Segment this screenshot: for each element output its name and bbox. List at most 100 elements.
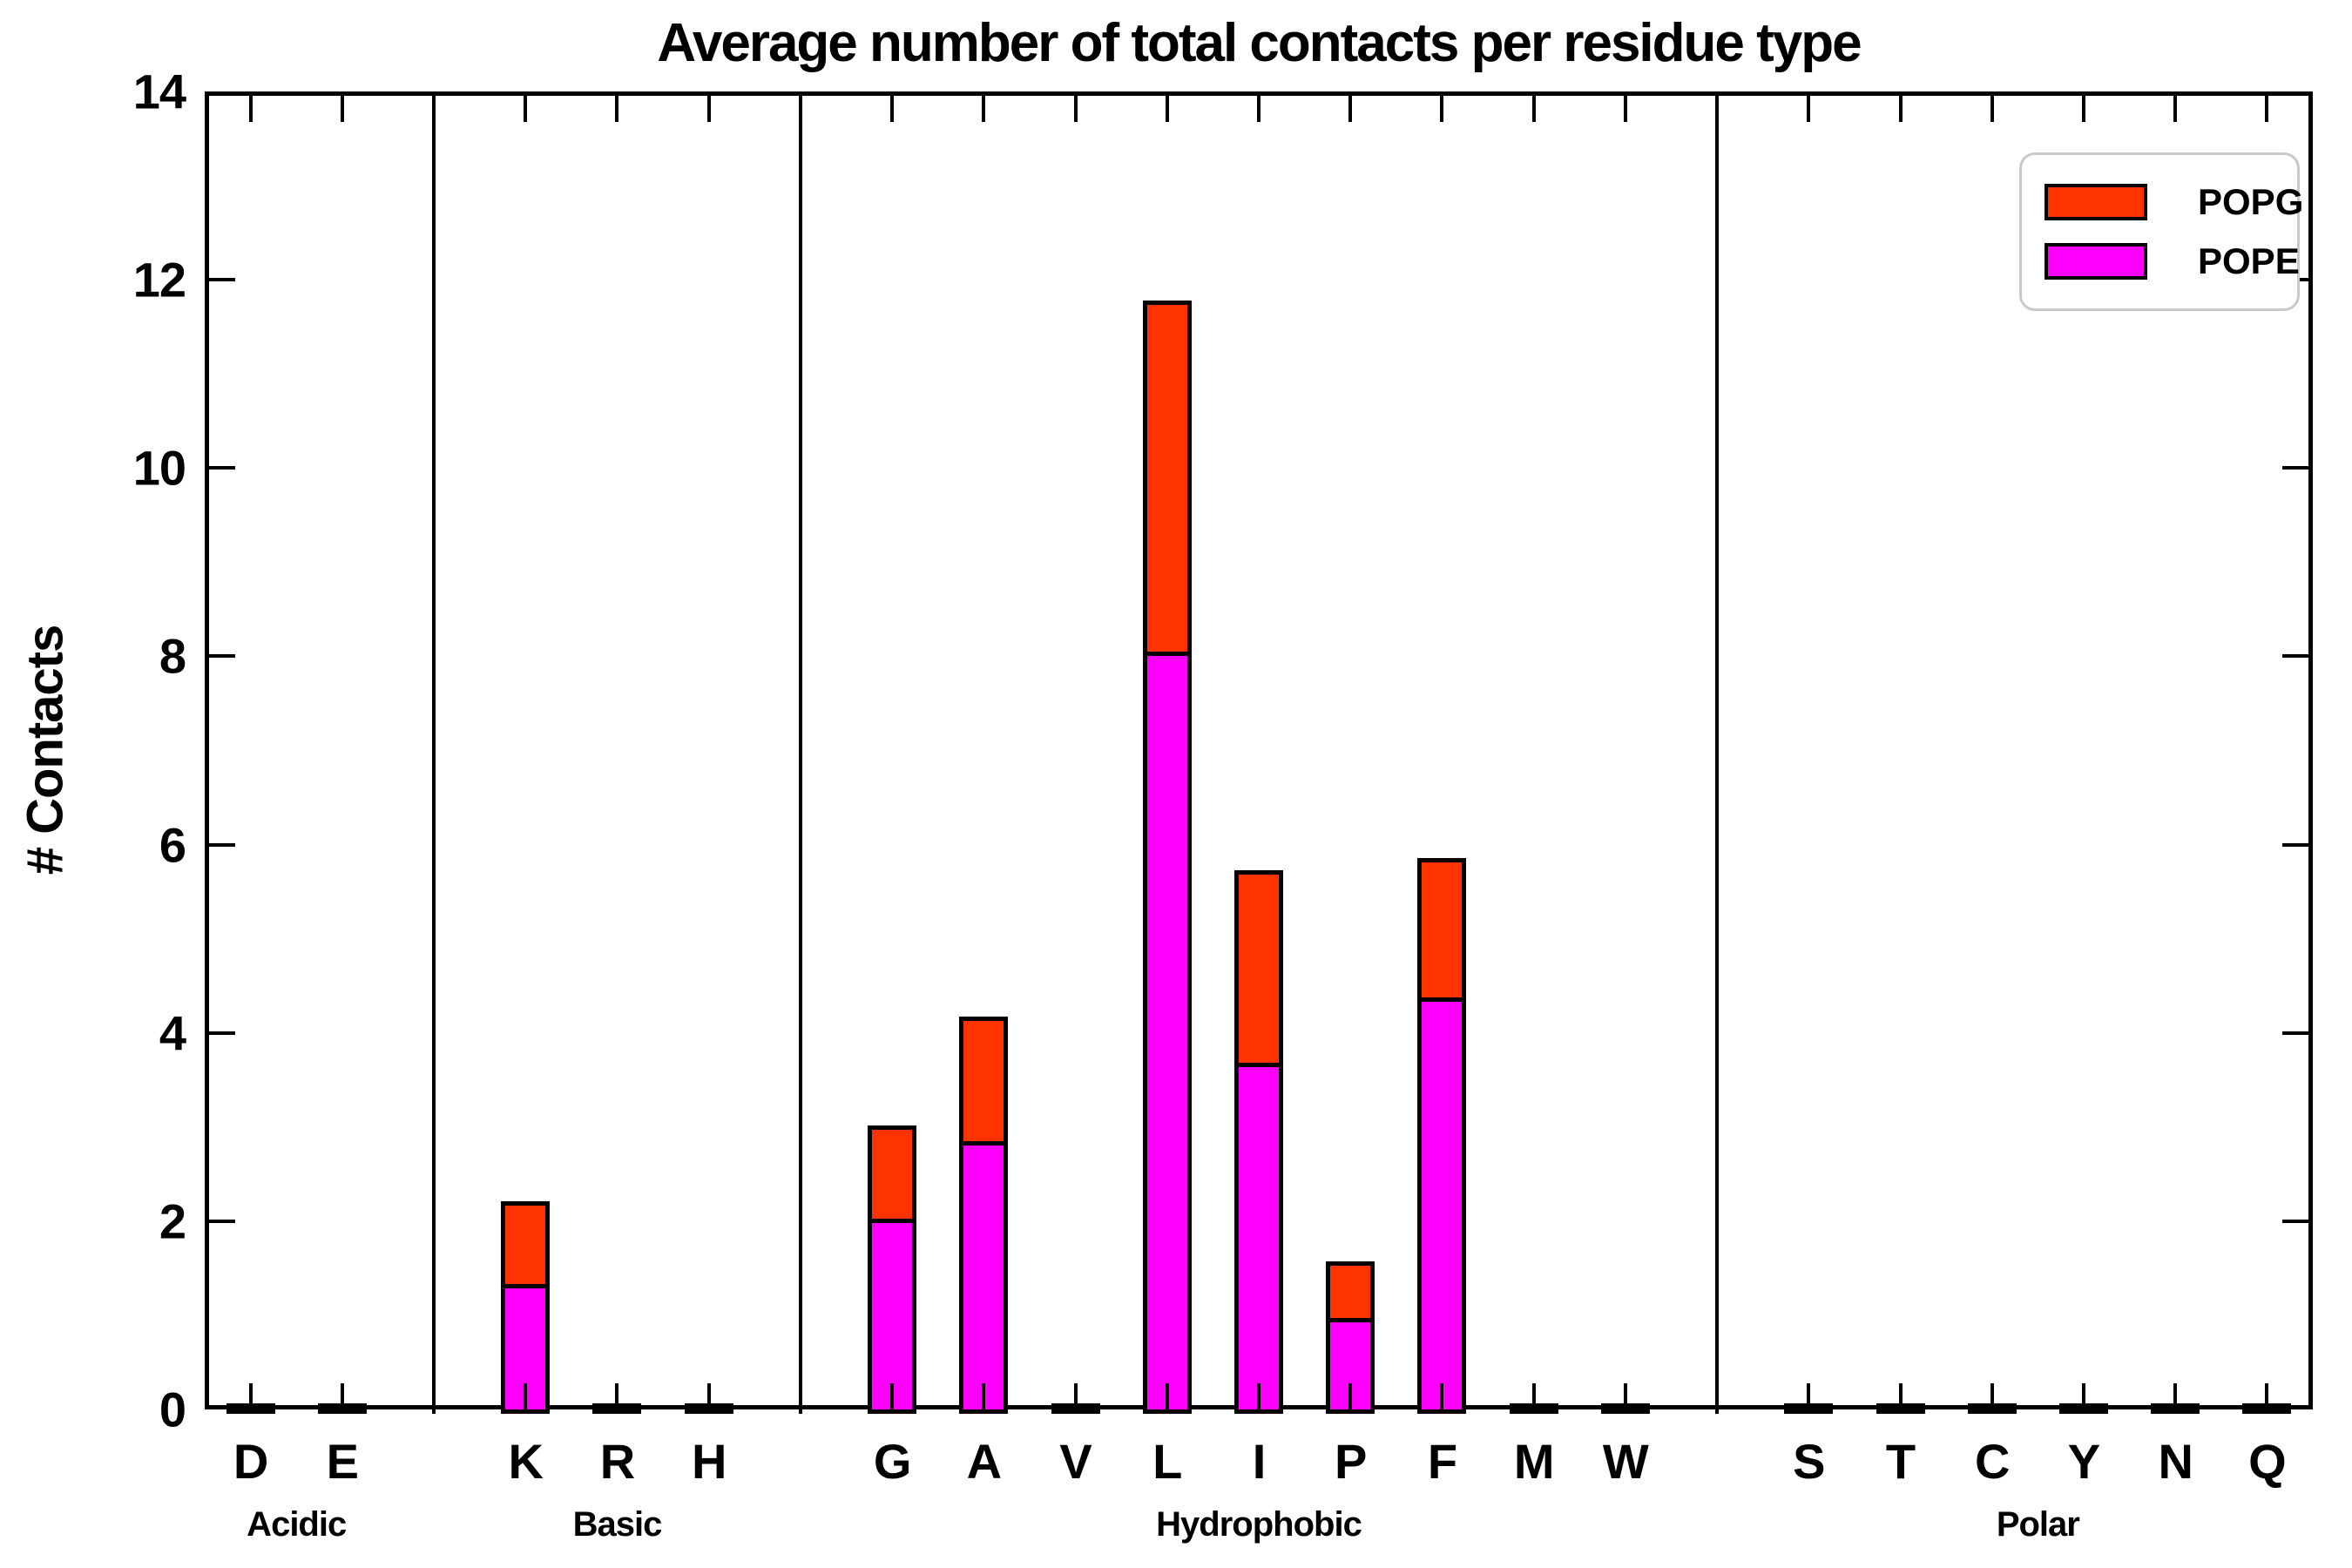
bar-I: [1234, 870, 1283, 1414]
legend-item-pope: POPE: [2044, 233, 2300, 289]
x-tick-top-Y: [2081, 96, 2085, 122]
x-tick-label-M: M: [1513, 1434, 1555, 1489]
x-tick-label-V: V: [1059, 1434, 1092, 1489]
group-label-basic: Basic: [572, 1505, 663, 1544]
y-axis-label: # Contacts: [17, 625, 74, 875]
y-tick-label-14: 14: [132, 64, 186, 119]
bar-K: [501, 1201, 551, 1414]
x-tick-bottom-I: [1257, 1383, 1260, 1409]
x-tick-top-M: [1531, 96, 1536, 122]
x-tick-label-F: F: [1427, 1434, 1457, 1489]
x-tick-bottom-N: [2173, 1383, 2178, 1409]
y-tick-label-12: 12: [132, 252, 186, 308]
legend-label-popg: POPG: [2198, 181, 2304, 222]
x-tick-top-E: [340, 96, 344, 122]
group-separator: [1715, 91, 1720, 1414]
x-tick-label-Q: Q: [2248, 1434, 2287, 1489]
y-tick-right-8: [2282, 654, 2308, 659]
bar-F: [1417, 858, 1467, 1414]
x-tick-bottom-R: [615, 1383, 619, 1409]
bar-A: [959, 1017, 1009, 1414]
y-tick-label-4: 4: [159, 1005, 186, 1061]
x-tick-bottom-L: [1165, 1383, 1169, 1409]
x-tick-top-L: [1165, 96, 1169, 122]
y-tick-left-4: [209, 1031, 235, 1035]
x-tick-top-G: [890, 96, 895, 122]
x-tick-top-F: [1440, 96, 1444, 122]
x-tick-top-Q: [2265, 96, 2269, 122]
bar-segment-popg-A: [963, 1021, 1004, 1146]
x-tick-top-W: [1623, 96, 1627, 122]
legend: POPG POPE: [2019, 152, 2303, 311]
y-tick-label-6: 6: [159, 817, 186, 873]
bar-segment-popg-F: [1422, 862, 1463, 1002]
bar-segment-popg-K: [505, 1206, 546, 1288]
x-tick-bottom-P: [1348, 1383, 1353, 1409]
chart-title: Average number of total contacts per res…: [657, 13, 1862, 73]
bar-segment-popg-P: [1330, 1266, 1371, 1322]
y-tick-label-10: 10: [132, 440, 186, 496]
y-tick-right-4: [2282, 1031, 2308, 1035]
x-tick-bottom-H: [706, 1383, 711, 1409]
legend-swatch-popg: [2044, 184, 2147, 220]
x-tick-top-S: [1807, 96, 1811, 122]
bar-segment-popg-L: [1146, 305, 1187, 656]
x-tick-bottom-D: [248, 1383, 253, 1409]
bar-segment-popg-G: [872, 1130, 913, 1223]
x-tick-label-C: C: [1975, 1434, 2010, 1489]
x-tick-bottom-S: [1807, 1383, 1811, 1409]
x-tick-top-I: [1257, 96, 1260, 122]
group-label-polar: Polar: [1996, 1505, 2080, 1544]
group-separator: [798, 91, 802, 1414]
x-tick-label-L: L: [1152, 1434, 1182, 1489]
legend-label-pope: POPE: [2198, 240, 2300, 281]
y-tick-right-6: [2282, 842, 2308, 847]
x-tick-top-C: [1990, 96, 1994, 122]
x-tick-label-D: D: [233, 1434, 268, 1489]
x-tick-top-K: [524, 96, 528, 122]
x-tick-top-D: [248, 96, 253, 122]
bar-G: [868, 1125, 917, 1414]
x-tick-label-I: I: [1252, 1434, 1267, 1489]
y-tick-label-8: 8: [159, 628, 186, 684]
x-tick-label-G: G: [873, 1434, 912, 1489]
y-tick-left-10: [209, 466, 235, 470]
y-tick-left-6: [209, 842, 235, 847]
group-label-acidic: Acidic: [247, 1505, 347, 1544]
x-tick-bottom-M: [1531, 1383, 1536, 1409]
x-tick-top-H: [706, 96, 711, 122]
x-tick-label-A: A: [966, 1434, 1002, 1489]
x-tick-bottom-W: [1623, 1383, 1627, 1409]
legend-item-popg: POPG: [2044, 174, 2303, 230]
x-tick-bottom-E: [340, 1383, 344, 1409]
x-tick-label-K: K: [508, 1434, 544, 1489]
x-tick-bottom-T: [1898, 1383, 1903, 1409]
x-tick-label-N: N: [2158, 1434, 2193, 1489]
bar-L: [1142, 301, 1192, 1414]
x-tick-bottom-A: [982, 1383, 986, 1409]
x-tick-label-S: S: [1793, 1434, 1825, 1489]
x-tick-bottom-Y: [2081, 1383, 2085, 1409]
y-tick-label-2: 2: [159, 1193, 186, 1249]
x-tick-top-A: [982, 96, 986, 122]
y-tick-label-0: 0: [159, 1382, 186, 1437]
x-tick-top-T: [1898, 96, 1903, 122]
x-tick-bottom-C: [1990, 1383, 1994, 1409]
x-tick-top-P: [1348, 96, 1353, 122]
y-tick-right-2: [2282, 1219, 2308, 1223]
x-tick-label-Y: Y: [2067, 1434, 2100, 1489]
y-tick-left-2: [209, 1219, 235, 1223]
x-tick-label-E: E: [326, 1434, 359, 1489]
x-tick-label-W: W: [1602, 1434, 1649, 1489]
y-tick-right-10: [2282, 466, 2308, 470]
x-tick-bottom-K: [524, 1383, 528, 1409]
group-label-hydrophobic: Hydrophobic: [1156, 1505, 1362, 1544]
x-tick-top-N: [2173, 96, 2178, 122]
x-tick-label-T: T: [1885, 1434, 1916, 1489]
y-tick-left-12: [209, 278, 235, 282]
group-separator: [432, 91, 436, 1414]
legend-swatch-pope: [2044, 243, 2147, 280]
x-tick-top-R: [615, 96, 619, 122]
y-tick-left-8: [209, 654, 235, 659]
